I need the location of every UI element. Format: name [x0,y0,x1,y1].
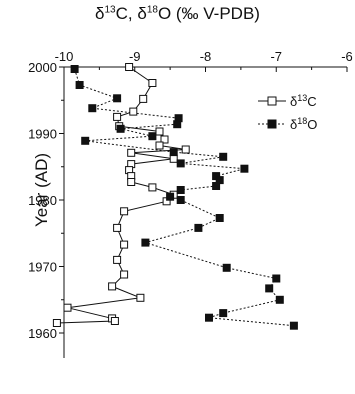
d18o-point [194,223,203,232]
d13c-point [181,145,190,154]
d18o-point [219,152,228,161]
d18o-point [141,238,150,247]
d13c-point [113,255,122,264]
d18o-point [176,159,185,168]
d18o-point [212,182,221,190]
d18o-point [75,81,84,89]
d13c-point [155,141,164,150]
d13c-point [120,207,129,216]
d18o-point [88,104,97,113]
d18o-point [240,164,249,173]
legend-label-d18o: δ18O [290,116,317,132]
legend-label-d13c: δ13C [290,93,317,109]
y-tick-label: 1980 [28,193,57,208]
y-tick-label: 1990 [28,127,57,142]
d13c-point [52,319,61,327]
d13c-point [63,303,72,312]
d18o-point [205,313,213,322]
d18o-point [265,284,274,293]
d13c-point [169,154,178,163]
x-tick-label: -6 [341,49,353,64]
x-tick-label: -8 [200,49,212,64]
y-axis-label: Year (AD) [32,153,51,227]
d18o-point [272,274,281,283]
d13c-point [125,63,134,71]
d13c-point [108,282,117,291]
series-marks [52,63,298,330]
d13c-point [139,94,148,103]
d13c-point [120,240,129,249]
y-tick-label: 2000 [28,60,57,75]
d13c-point [148,79,157,87]
x-tick-label: -10 [55,49,74,64]
d13c-point [127,148,136,157]
d13c-point [155,127,164,136]
d13c-point [129,107,138,116]
d13c-point [160,135,169,144]
y-tick-label: 1970 [28,260,57,275]
d13c-point [136,293,145,302]
d18o-point [173,120,182,129]
d18o-point [116,124,125,133]
d13c-point [148,183,157,192]
d18o-point [176,196,185,204]
legend-marker-d18o [267,119,277,129]
d13c-point [110,317,119,325]
d13c-point [113,112,122,121]
d13c-point [113,223,122,232]
y-tick-label: 1960 [28,326,57,341]
legend: δ13C δ18O [258,93,317,132]
d18o-point [166,192,175,201]
d18o-point [70,65,79,73]
d18o-point [289,321,298,330]
d18o-point [148,132,157,141]
x-tick-label: -7 [270,49,282,64]
d18o-point [169,148,178,157]
d13c-point [127,178,136,186]
d18o-point [275,295,284,304]
d18o-point [219,309,228,318]
d18o-point [176,186,185,194]
d18o-point [215,214,224,222]
d13c-point [120,270,129,279]
x-tick-label: -9 [129,49,141,64]
d18o-point [113,94,122,103]
chart-title: δ13C, δ18O (‰ V-PDB) [95,4,260,23]
axes: -10 -9 -8 -7 -6 2000 1990 1980 1970 1960 [28,49,353,358]
d18o-point [222,263,231,272]
legend-marker-d13c [267,96,277,106]
d18o-point [81,136,90,145]
